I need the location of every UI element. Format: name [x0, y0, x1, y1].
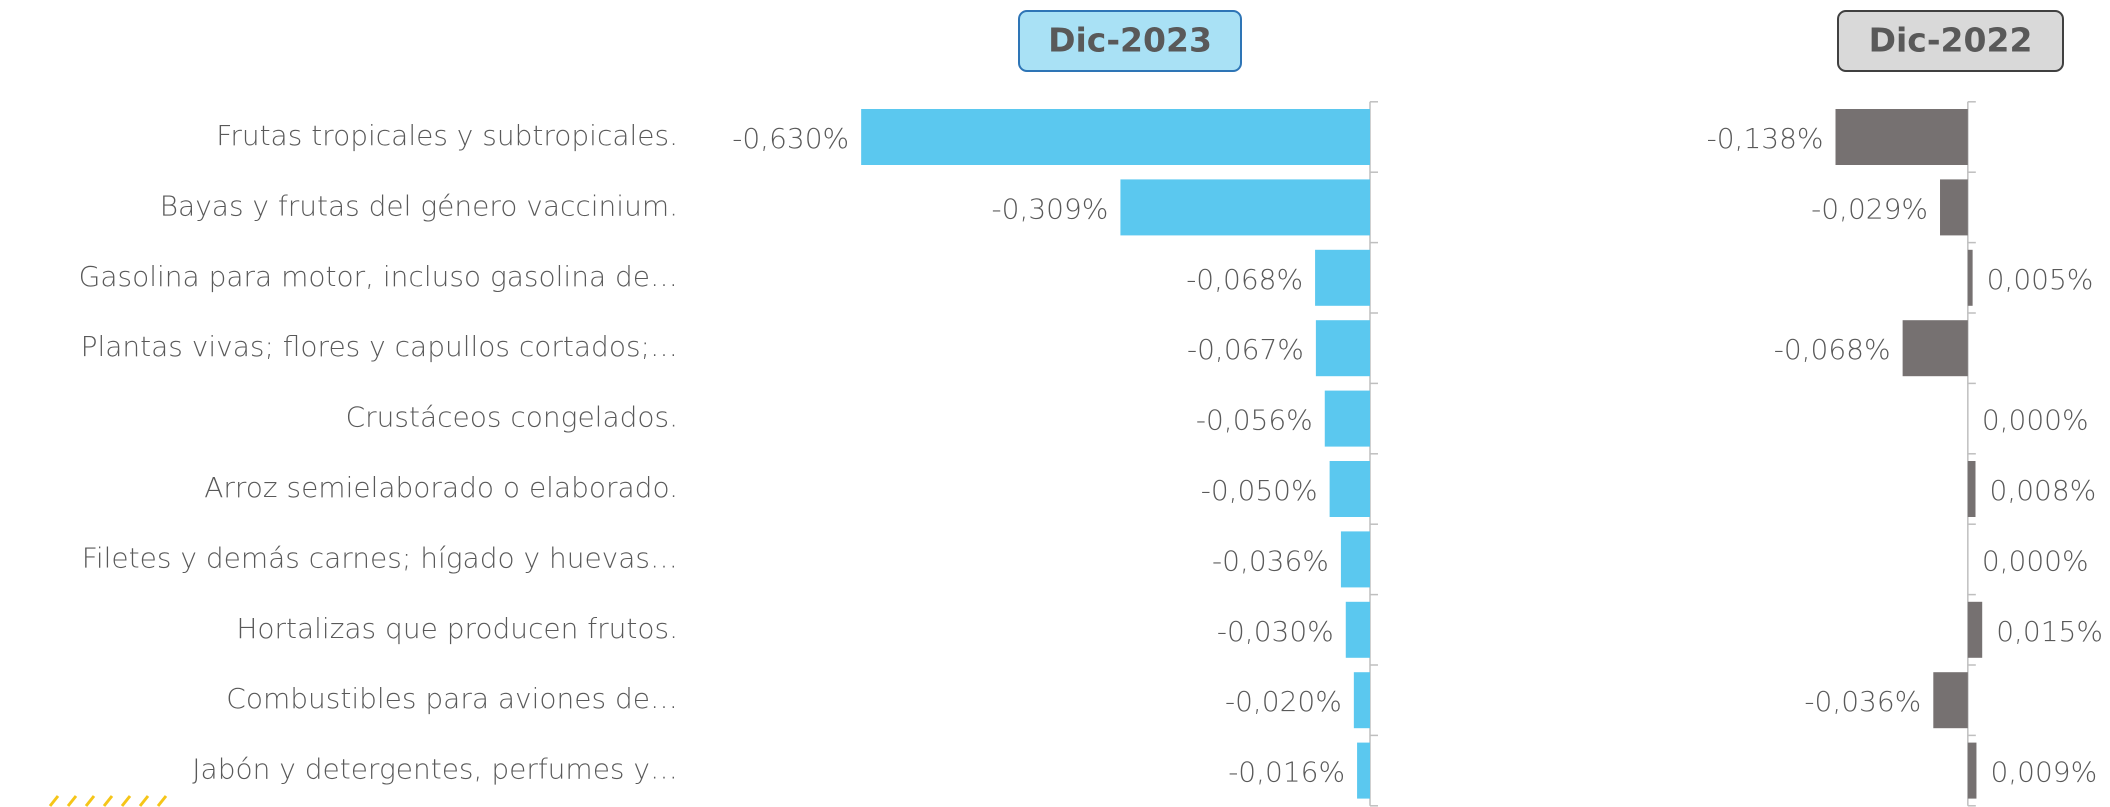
bar: [1902, 320, 1968, 377]
bar: [1835, 109, 1968, 165]
data-label: -0,036%: [1804, 685, 1921, 718]
category-label: Arroz semielaborado o elaborado.: [204, 471, 678, 504]
data-label: -0,309%: [992, 192, 1109, 225]
bar: [1329, 461, 1370, 517]
data-label: -0,016%: [1228, 756, 1345, 789]
series-header: [1018, 10, 1242, 72]
bar: [1967, 249, 1973, 306]
bar: [1940, 179, 1968, 236]
bar: [1933, 672, 1968, 729]
series-header-label: Dic-2022: [1869, 21, 2033, 60]
data-label: -0,138%: [1707, 122, 1824, 155]
data-label: -0,020%: [1225, 685, 1342, 718]
category-label: Hortalizas que producen frutos.: [236, 612, 678, 645]
category-label: Combustibles para aviones de…: [226, 682, 678, 715]
category-label: Plantas vivas; flores y capullos cortado…: [81, 330, 678, 363]
data-label: -0,067%: [1187, 333, 1304, 366]
bar: [1353, 672, 1370, 729]
data-label: 0,009%: [1990, 756, 2097, 789]
category-label: Crustáceos congelados.: [346, 401, 678, 434]
category-label: Bayas y frutas del género vaccinium.: [160, 189, 678, 222]
data-label: -0,068%: [1186, 263, 1303, 296]
category-label: Frutas tropicales y subtropicales.: [216, 119, 678, 152]
category-label: Jabón y detergentes, perfumes y…: [192, 753, 678, 786]
bar: [1340, 531, 1370, 588]
data-label: -0,029%: [1811, 192, 1928, 225]
bar: [1967, 742, 1977, 799]
bar: [1967, 461, 1976, 517]
bar: [1324, 390, 1370, 447]
decoration: [48, 795, 168, 807]
bar: [1357, 742, 1370, 799]
bar: [1315, 249, 1370, 306]
category-label: Gasolina para motor, incluso gasolina de…: [79, 260, 678, 293]
data-label: 0,000%: [1982, 544, 2089, 577]
series-header-label: Dic-2023: [1048, 21, 1212, 60]
bar: [1967, 601, 1983, 658]
data-label: -0,036%: [1212, 544, 1329, 577]
bar: [1345, 601, 1370, 658]
category-label: Filetes y demás carnes; hígado y huevas…: [82, 541, 678, 574]
series-header: [1837, 10, 2064, 72]
data-label: -0,630%: [732, 122, 849, 155]
bar: [861, 109, 1370, 165]
data-label: 0,015%: [1996, 615, 2103, 648]
data-label: -0,068%: [1774, 333, 1891, 366]
data-label: 0,000%: [1982, 404, 2089, 437]
data-label: 0,008%: [1989, 474, 2096, 507]
bar: [1315, 320, 1370, 377]
data-label: 0,005%: [1987, 263, 2094, 296]
data-label: -0,050%: [1201, 474, 1318, 507]
data-label: -0,056%: [1196, 404, 1313, 437]
bar: [1120, 179, 1370, 236]
data-label: -0,030%: [1217, 615, 1334, 648]
